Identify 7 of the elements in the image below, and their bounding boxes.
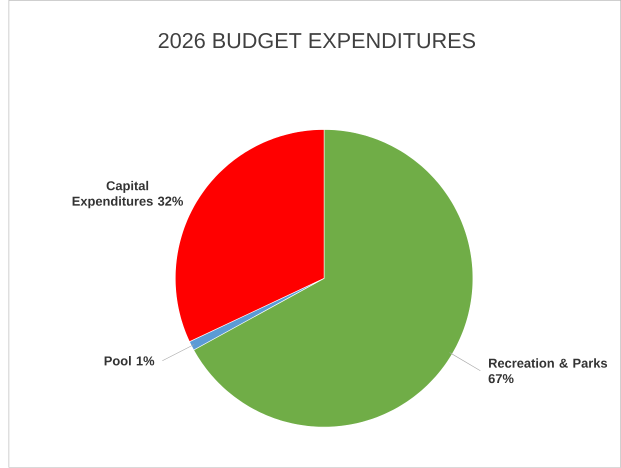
data-label: 67% <box>488 374 514 384</box>
slice-label: Capital Expenditures <box>72 180 153 208</box>
data-label: 32% <box>158 196 184 206</box>
chart-title: 2026 BUDGET EXPENDITURES <box>158 33 476 48</box>
slice-label: Recreation & Parks <box>489 358 608 368</box>
data-label: 1% <box>136 356 154 366</box>
slice-label: Pool <box>104 356 131 366</box>
